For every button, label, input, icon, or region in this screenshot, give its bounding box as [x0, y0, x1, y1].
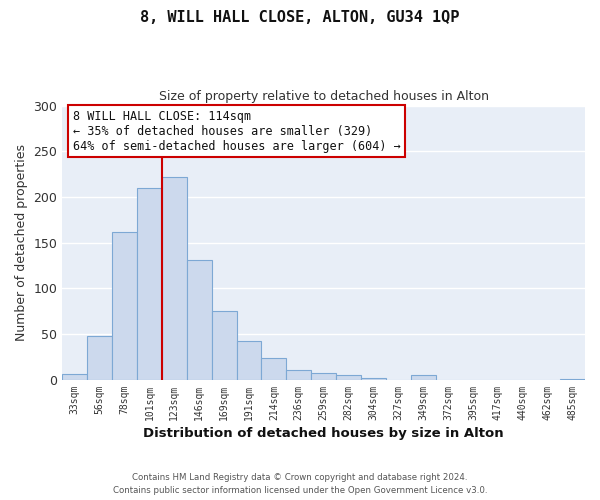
Bar	[336, 376, 361, 380]
Title: Size of property relative to detached houses in Alton: Size of property relative to detached ho…	[158, 90, 488, 103]
Bar	[411, 376, 436, 380]
Bar	[87, 336, 112, 380]
Bar	[361, 378, 386, 380]
X-axis label: Distribution of detached houses by size in Alton: Distribution of detached houses by size …	[143, 427, 504, 440]
Bar	[560, 379, 585, 380]
Bar	[162, 177, 187, 380]
Bar	[236, 340, 262, 380]
Bar	[62, 374, 87, 380]
Bar	[212, 312, 236, 380]
Bar	[187, 260, 212, 380]
Text: 8, WILL HALL CLOSE, ALTON, GU34 1QP: 8, WILL HALL CLOSE, ALTON, GU34 1QP	[140, 10, 460, 25]
Text: Contains HM Land Registry data © Crown copyright and database right 2024.
Contai: Contains HM Land Registry data © Crown c…	[113, 473, 487, 495]
Text: 8 WILL HALL CLOSE: 114sqm
← 35% of detached houses are smaller (329)
64% of semi: 8 WILL HALL CLOSE: 114sqm ← 35% of detac…	[73, 110, 400, 152]
Bar	[137, 188, 162, 380]
Y-axis label: Number of detached properties: Number of detached properties	[15, 144, 28, 341]
Bar	[311, 372, 336, 380]
Bar	[112, 232, 137, 380]
Bar	[262, 358, 286, 380]
Bar	[286, 370, 311, 380]
